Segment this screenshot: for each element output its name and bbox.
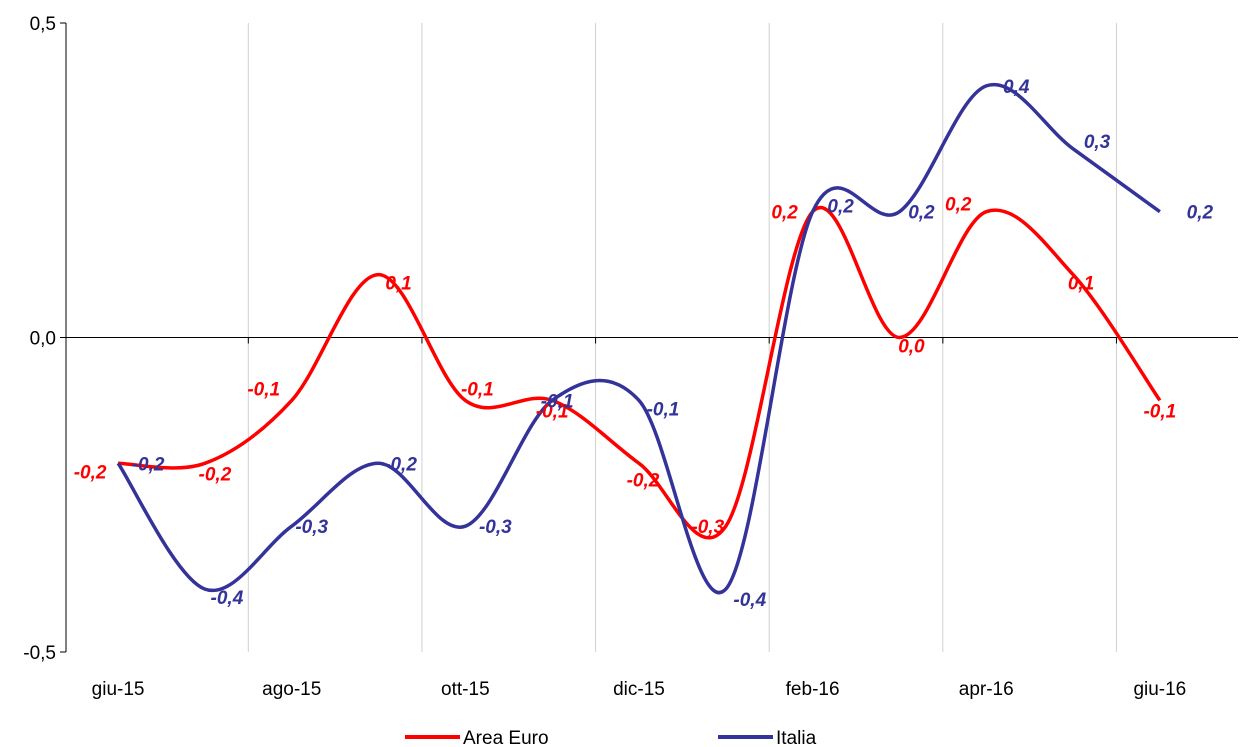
- y-tick-label: 0,0: [30, 329, 56, 350]
- legend: Area Euro Italia: [405, 728, 817, 747]
- legend-label: Italia: [776, 728, 817, 747]
- data-labels: -0,2 -0,2-0,10,1-0,1-0,1-0,2-0,30,20,00,2…: [74, 77, 1214, 611]
- data-label: -0,2: [74, 462, 107, 483]
- data-label: -0,2: [384, 454, 417, 475]
- data-label: 0,4: [1003, 77, 1030, 98]
- x-tick-label: giu-15: [92, 679, 145, 700]
- x-tick-label: ago-15: [262, 679, 321, 700]
- data-label: 0,1: [385, 274, 411, 295]
- data-label: -0,1: [247, 379, 280, 400]
- x-tick-label: apr-16: [959, 679, 1014, 700]
- legend-label: Area Euro: [463, 728, 549, 747]
- data-label: -0,2: [199, 464, 232, 485]
- data-label: -0,3: [479, 517, 512, 538]
- data-label: -0,1: [647, 399, 680, 420]
- x-tick-label: giu-16: [1133, 679, 1186, 700]
- y-tick-label: -0,5: [23, 643, 56, 664]
- x-tick-label: feb-16: [786, 679, 840, 700]
- data-label: -0,1: [461, 379, 494, 400]
- data-label: -0,1: [541, 391, 574, 412]
- y-tick-label: 0,5: [30, 14, 56, 35]
- data-label: 0,0: [898, 337, 925, 358]
- data-label: -0,4: [211, 588, 244, 609]
- data-label: 0,1: [1068, 274, 1094, 295]
- axes: -0,5 0,0 0,5 giu-15 ago-15 ott-15 dic-15 feb-16…: [23, 14, 1238, 700]
- data-label: 0,3: [1084, 132, 1111, 153]
- data-label: -0,2: [627, 470, 660, 491]
- data-label: 0,2: [771, 203, 798, 224]
- data-label: -0,3: [295, 517, 328, 538]
- x-tick-label: ott-15: [441, 679, 490, 700]
- data-label: -0,1: [536, 401, 569, 422]
- series-line-italia: [116, 82, 1161, 595]
- data-label: 0,2: [1187, 203, 1214, 224]
- x-tick-label: dic-15: [613, 679, 665, 700]
- data-label: -0,1: [1143, 401, 1176, 422]
- series-line-area-euro: [118, 206, 1162, 540]
- data-label: 0,2: [827, 197, 854, 218]
- data-label: 0,2: [908, 203, 935, 224]
- data-label: -0,4: [733, 590, 766, 611]
- data-label: 0,2: [945, 195, 972, 216]
- data-label: -0,2: [132, 454, 165, 475]
- series-lines: [116, 82, 1162, 595]
- data-label: -0,3: [691, 517, 724, 538]
